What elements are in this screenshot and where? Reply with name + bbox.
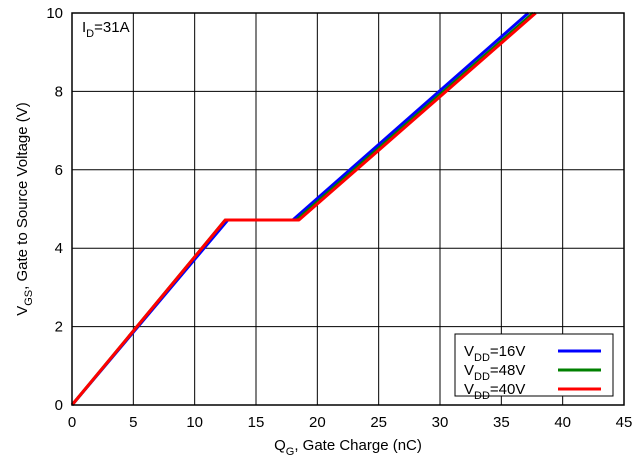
x-tick-label-5: 25 [370,414,387,431]
series-line-40V [70,11,537,406]
y-axis-label-main: V [14,306,31,316]
x-tick-label-3: 15 [248,414,265,431]
y-tick-labels: 0 2 4 6 8 10 [46,5,63,414]
y-tick-label-5: 10 [46,5,63,22]
legend-label-sub: DD [474,371,490,383]
legend-label-40V: VDD=40V [464,381,525,402]
legend-label-16V: VDD=16V [464,343,525,364]
x-tick-label-9: 45 [616,414,633,431]
y-tick-label-1: 2 [55,319,63,336]
x-axis-label-rest: , Gate Charge (nC) [294,437,422,454]
y-axis-label-rest: , Gate to Source Voltage (V) [14,102,31,290]
x-tick-label-0: 0 [68,414,76,431]
y-axis-label-sub: GS [23,290,35,306]
x-axis-label: QG, Gate Charge (nC) [274,437,422,458]
legend-box [454,333,614,397]
legend-label-rest: =16V [490,343,525,360]
y-axis-label: VGS, Gate to Source Voltage (V) [14,102,35,316]
legend-label-rest: =48V [490,362,525,379]
series-lines [70,11,537,406]
x-tick-label-8: 40 [554,414,571,431]
y-tick-label-0: 0 [55,397,63,414]
x-tick-label-6: 30 [432,414,449,431]
annotation-main: I [82,19,86,36]
x-tick-label-1: 5 [129,414,137,431]
legend-label-sub: DD [474,352,490,364]
x-axis-label-main: Q [274,437,286,454]
annotation-rest: =31A [94,19,129,36]
legend-label-sub: DD [474,390,490,402]
y-tick-label-2: 4 [55,240,63,257]
legend-label-main: V [464,381,474,398]
plot-frame [71,12,625,406]
annotation-sub: D [86,28,94,40]
drain-current-annotation: ID=31A [82,19,130,40]
x-tick-labels: 0 5 10 15 20 25 30 35 40 45 [68,414,633,431]
y-tick-label-4: 8 [55,83,63,100]
x-tick-label-7: 35 [493,414,510,431]
legend-label-main: V [464,343,474,360]
x-tick-label-4: 20 [309,414,326,431]
x-tick-label-2: 10 [186,414,203,431]
legend-label-rest: =40V [490,381,525,398]
y-tick-label-3: 6 [55,162,63,179]
x-axis-label-sub: G [286,446,295,458]
legend-label-main: V [464,362,474,379]
legend-label-48V: VDD=48V [464,362,525,383]
